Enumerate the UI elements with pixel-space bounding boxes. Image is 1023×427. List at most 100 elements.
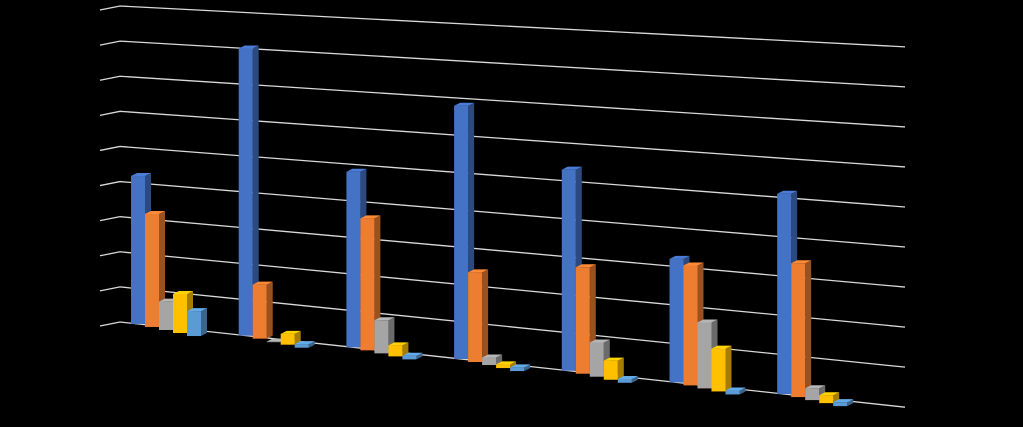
bar-side bbox=[294, 330, 301, 345]
grid-line bbox=[99, 75, 906, 128]
bar-front bbox=[697, 322, 712, 389]
bar-top bbox=[711, 345, 732, 349]
bar-front bbox=[819, 395, 834, 404]
bar-front bbox=[496, 364, 511, 369]
grid-line bbox=[99, 286, 906, 368]
bar-top bbox=[833, 399, 854, 403]
bar-top bbox=[617, 375, 638, 379]
grid-line bbox=[99, 251, 906, 328]
bar-top bbox=[482, 354, 503, 358]
bar-top bbox=[454, 102, 475, 106]
bar bbox=[617, 375, 638, 383]
bar-top bbox=[294, 341, 315, 345]
bar-front bbox=[791, 263, 806, 398]
bar-front bbox=[711, 348, 726, 392]
grid-line bbox=[99, 180, 906, 248]
bar bbox=[510, 364, 531, 372]
grid-line bbox=[99, 216, 906, 288]
bar-top bbox=[280, 330, 301, 334]
bar-top bbox=[805, 385, 826, 389]
bar-front bbox=[617, 378, 632, 383]
bar-front bbox=[238, 48, 253, 336]
bar-front bbox=[145, 213, 159, 327]
bar-side bbox=[805, 260, 812, 398]
bar-top bbox=[402, 352, 423, 356]
bar-front bbox=[346, 171, 361, 348]
bar-side bbox=[252, 45, 259, 336]
bar-front bbox=[187, 311, 201, 337]
grid-line bbox=[99, 40, 906, 88]
bar bbox=[145, 210, 165, 327]
bar bbox=[294, 341, 315, 348]
bar-top bbox=[697, 319, 718, 323]
bar-top bbox=[510, 364, 531, 368]
grid-line bbox=[99, 5, 906, 48]
bar-top bbox=[252, 281, 273, 285]
bar-top bbox=[819, 392, 840, 396]
bar-front bbox=[388, 345, 403, 357]
bar-top bbox=[131, 173, 151, 177]
bar-front bbox=[266, 341, 281, 343]
bar-top bbox=[360, 215, 381, 219]
bar bbox=[252, 281, 273, 339]
grid-line bbox=[99, 145, 906, 208]
bar-top bbox=[683, 262, 704, 266]
bar-side bbox=[524, 364, 531, 372]
bar-top bbox=[496, 361, 517, 365]
bar bbox=[187, 308, 207, 337]
bar bbox=[360, 215, 381, 351]
bar-front bbox=[374, 320, 389, 354]
bar-front bbox=[252, 284, 267, 339]
bar-front bbox=[510, 367, 525, 372]
bar bbox=[238, 45, 259, 336]
bar-front bbox=[131, 176, 145, 324]
bar-front bbox=[683, 265, 698, 386]
bar-side bbox=[402, 342, 409, 357]
bar-front bbox=[294, 344, 309, 348]
bar-front bbox=[833, 402, 848, 407]
bar-top bbox=[669, 255, 690, 259]
bar-front bbox=[575, 267, 590, 374]
grid-line bbox=[99, 321, 906, 408]
bar-side bbox=[159, 210, 165, 327]
bar-side bbox=[482, 269, 489, 363]
bar bbox=[833, 399, 854, 407]
bar bbox=[603, 357, 624, 380]
bar-front bbox=[669, 258, 684, 383]
bar-top bbox=[238, 45, 259, 49]
bar-front bbox=[454, 105, 469, 360]
bar-top bbox=[777, 190, 798, 194]
bar-top bbox=[589, 339, 610, 343]
bar bbox=[374, 317, 395, 354]
bar bbox=[496, 361, 517, 369]
bar-top bbox=[725, 387, 746, 391]
bar-top bbox=[346, 168, 367, 172]
bar-top bbox=[561, 166, 582, 170]
bar bbox=[725, 387, 746, 395]
bar-front bbox=[173, 293, 187, 334]
bar-front bbox=[603, 360, 618, 380]
bar-side bbox=[201, 308, 207, 337]
bar-top bbox=[388, 342, 409, 346]
bar-side bbox=[416, 352, 423, 360]
bar-top bbox=[145, 210, 165, 214]
grid-line bbox=[99, 110, 906, 168]
bar-front bbox=[805, 388, 820, 401]
bar-front bbox=[159, 301, 173, 330]
bar-top bbox=[187, 308, 207, 312]
bar bbox=[791, 260, 812, 398]
bar-side bbox=[510, 361, 517, 369]
bar bbox=[468, 269, 489, 363]
bar-side bbox=[739, 387, 746, 395]
bar bbox=[388, 342, 409, 357]
bar-top bbox=[374, 317, 395, 321]
bar-front bbox=[360, 218, 375, 351]
bar-side bbox=[266, 281, 273, 339]
bar-front bbox=[589, 342, 604, 377]
bar-side bbox=[725, 345, 732, 392]
bar bbox=[402, 352, 423, 360]
bar-top bbox=[173, 290, 193, 294]
bar bbox=[280, 330, 301, 345]
